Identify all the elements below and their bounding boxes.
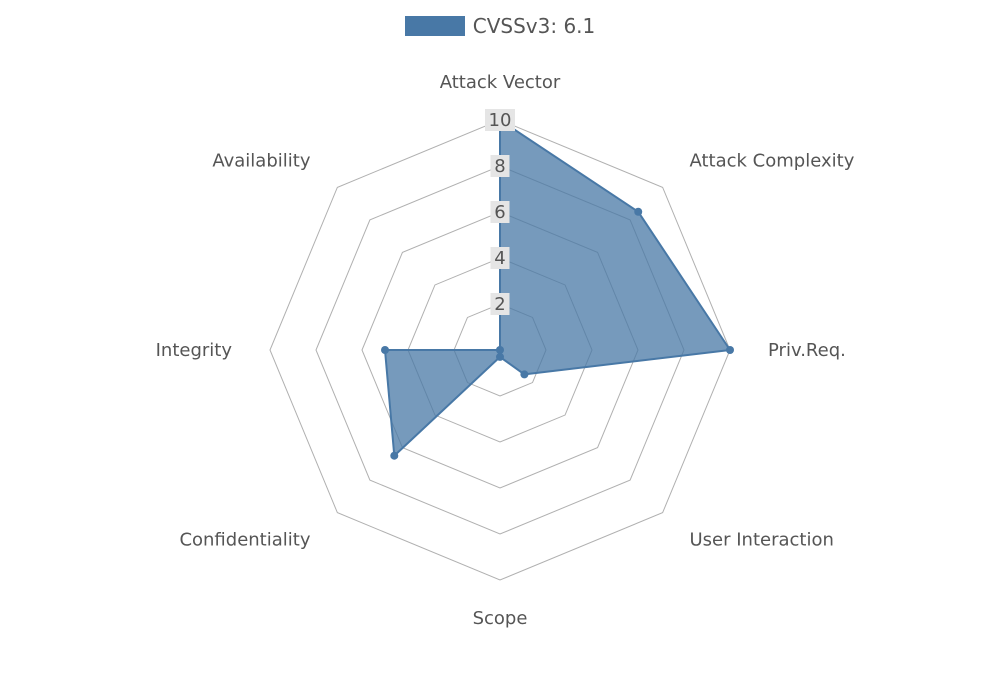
series-area xyxy=(385,120,730,456)
axis-label: Confidentiality xyxy=(179,530,310,551)
series-marker xyxy=(496,346,504,354)
series-marker xyxy=(726,346,734,354)
axis-label: Availability xyxy=(212,150,310,171)
legend-swatch xyxy=(405,16,465,36)
series-marker xyxy=(496,353,504,361)
axis-label: Scope xyxy=(473,608,528,629)
tick-label: 4 xyxy=(494,248,505,269)
series-marker xyxy=(381,346,389,354)
axis-label: Attack Vector xyxy=(440,72,561,93)
axis-label: Priv.Req. xyxy=(768,340,846,361)
axis-label: User Interaction xyxy=(690,530,834,551)
series-marker xyxy=(634,208,642,216)
legend-label: CVSSv3: 6.1 xyxy=(473,14,596,38)
legend-swatch-fill xyxy=(405,16,465,36)
series-marker xyxy=(390,452,398,460)
radar-chart: CVSSv3: 6.1 2 4 6 8 10 Attack Vector Attack Co… xyxy=(0,0,1000,700)
tick-label: 10 xyxy=(489,110,512,131)
tick-label: 6 xyxy=(494,202,505,223)
legend: CVSSv3: 6.1 xyxy=(0,14,1000,38)
series-marker xyxy=(520,370,528,378)
axis-label: Integrity xyxy=(156,340,233,361)
radar-svg: 2 4 6 8 10 Attack Vector Attack Complexity Priv… xyxy=(0,0,1000,700)
tick-label: 8 xyxy=(494,156,505,177)
tick-label: 2 xyxy=(494,294,505,315)
axis-label: Attack Complexity xyxy=(690,150,855,171)
